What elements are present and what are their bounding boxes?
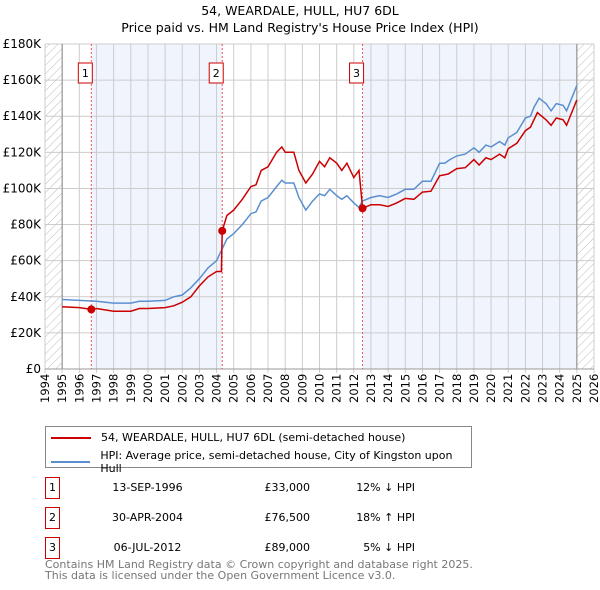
sale-date: 13-SEP-1996	[112, 481, 183, 494]
y-tick-label: £20K	[10, 326, 42, 340]
sale-price: £33,000	[264, 481, 311, 494]
sale-hpi-diff: 12% ↓ HPI	[356, 481, 415, 494]
sale-label-box	[349, 62, 365, 84]
title-line: 54, WEARDALE, HULL, HU7 6DL	[201, 3, 399, 18]
x-tick-label: 1994	[38, 374, 52, 403]
x-tick-label: 2012	[347, 374, 361, 403]
sale-point	[218, 226, 227, 235]
y-tick-label: £40K	[10, 290, 42, 304]
x-tick-label: 2001	[158, 374, 172, 403]
y-tick-label: £160K	[3, 73, 43, 87]
sale-price: £89,000	[264, 541, 311, 554]
y-tick-label: £80K	[10, 218, 42, 232]
x-tick-label: 2010	[313, 374, 327, 403]
legend-label: HPI: Average price, semi-detached house,…	[100, 449, 453, 475]
sale-marker-label: 1	[45, 477, 60, 499]
sale-label: 3	[353, 67, 360, 80]
sale-marker-label: 3	[45, 537, 60, 559]
x-tick-label: 2017	[433, 374, 447, 403]
x-tick-label: 2002	[175, 374, 189, 403]
x-tick-label: 2025	[570, 374, 584, 403]
x-tick-label: 2022	[518, 374, 532, 403]
x-tick-label: 2014	[381, 374, 395, 403]
footer-line: This data is licensed under the Open Gov…	[45, 569, 396, 582]
hatched-region-after	[576, 44, 594, 369]
hatched-region-before	[45, 44, 63, 369]
table-row: 3 06-JUL-2012 £89,000 5% ↓ HPI	[45, 537, 445, 559]
x-tick-label: 2020	[484, 374, 498, 403]
sale-date: 30-APR-2004	[111, 511, 184, 524]
x-tick-label: 2018	[450, 374, 464, 403]
x-tick-label: 1996	[72, 374, 86, 403]
table-row: 2 30-APR-2004 £76,500 18% ↑ HPI	[45, 507, 445, 529]
x-tick-label: 2007	[261, 374, 275, 403]
y-tick-label: £140K	[3, 109, 43, 123]
sale-hpi-diff: 5% ↓ HPI	[363, 541, 415, 554]
x-tick-label: 2024	[553, 374, 567, 403]
y-tick-label: £100K	[3, 181, 43, 195]
chart-title: 54, WEARDALE, HULL, HU7 6DL Price paid v…	[0, 2, 600, 36]
hpi-series-line	[62, 85, 578, 304]
sale-point	[358, 204, 367, 213]
x-tick-label: 2026	[587, 374, 600, 403]
x-tick-label: 1999	[124, 374, 138, 403]
red-line-swatch	[51, 436, 91, 439]
x-tick-label: 2019	[467, 374, 481, 403]
sale-label-box	[208, 62, 224, 84]
x-tick-label: 2023	[536, 374, 550, 403]
sale-marker-label: 2	[45, 507, 60, 529]
x-tick-label: 1997	[89, 374, 103, 403]
y-tick-label: £120K	[3, 145, 43, 159]
y-tick-label: £0	[26, 362, 41, 376]
x-tick-label: 2011	[330, 374, 344, 403]
sale-price: £76,500	[264, 511, 311, 524]
legend-item-property: 54, WEARDALE, HULL, HU7 6DL (semi-detach…	[51, 431, 405, 444]
sale-date: 06-JUL-2012	[113, 541, 182, 554]
x-tick-label: 2006	[244, 374, 258, 403]
x-tick-label: 2005	[227, 374, 241, 403]
table-row: 1 13-SEP-1996 £33,000 12% ↓ HPI	[45, 477, 445, 499]
subtitle-line: Price paid vs. HM Land Registry's House …	[121, 20, 479, 35]
x-tick-label: 2016	[415, 374, 429, 403]
x-tick-label: 2013	[364, 374, 378, 403]
legend: 54, WEARDALE, HULL, HU7 6DL (semi-detach…	[45, 426, 472, 475]
sale-label-box	[77, 62, 93, 84]
blue-line-swatch	[51, 461, 91, 463]
legend-item-hpi: HPI: Average price, semi-detached house,…	[51, 449, 471, 475]
x-tick-label: 2009	[295, 374, 309, 403]
sale-label: 1	[82, 67, 89, 80]
legend-label: 54, WEARDALE, HULL, HU7 6DL (semi-detach…	[101, 431, 406, 444]
footer-attribution: Contains HM Land Registry data © Crown c…	[45, 559, 473, 581]
x-tick-label: 1998	[107, 374, 121, 403]
y-tick-label: £180K	[3, 37, 43, 51]
x-tick-label: 2000	[141, 374, 155, 403]
x-tick-label: 2021	[501, 374, 515, 403]
sale-point	[87, 305, 96, 314]
x-tick-label: 1995	[55, 374, 69, 403]
x-tick-label: 2008	[278, 374, 292, 403]
sale-label: 2	[213, 67, 220, 80]
x-tick-label: 2015	[398, 374, 412, 403]
shaded-band	[91, 44, 223, 369]
x-tick-label: 2003	[192, 374, 206, 403]
x-tick-label: 2004	[210, 374, 224, 403]
shaded-band	[362, 44, 577, 369]
footer-line: Contains HM Land Registry data © Crown c…	[45, 558, 473, 571]
sale-hpi-diff: 18% ↑ HPI	[356, 511, 415, 524]
y-tick-label: £60K	[10, 254, 42, 268]
property-series-line	[62, 99, 578, 312]
